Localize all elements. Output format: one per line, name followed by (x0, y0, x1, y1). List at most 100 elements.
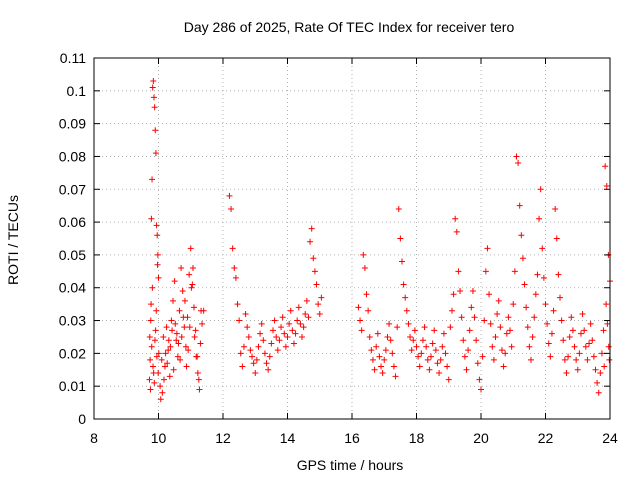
data-point (190, 304, 197, 311)
data-point (507, 327, 514, 334)
data-point (191, 333, 198, 340)
data-point (605, 343, 612, 350)
data-point (452, 215, 459, 222)
data-point (576, 350, 583, 357)
data-point (178, 265, 185, 272)
data-point (149, 284, 156, 291)
data-point (545, 340, 552, 347)
data-point (281, 330, 288, 337)
data-point (239, 363, 246, 370)
data-point (266, 353, 273, 360)
data-point (407, 333, 414, 340)
data-point (181, 324, 188, 331)
data-point (181, 297, 188, 304)
data-point (400, 281, 407, 288)
data-point (260, 337, 267, 344)
data-point (149, 176, 156, 183)
data-point (540, 274, 547, 281)
data-point (534, 271, 541, 278)
data-point (555, 271, 562, 278)
data-point (276, 337, 283, 344)
data-point (286, 320, 293, 327)
data-point (429, 340, 436, 347)
data-point (154, 232, 161, 239)
y-tick-label: 0.04 (59, 280, 86, 296)
data-point (279, 314, 286, 321)
data-point (413, 343, 420, 350)
data-point (360, 251, 367, 258)
data-point (146, 376, 153, 383)
data-point (442, 350, 449, 357)
data-point (498, 347, 505, 354)
data-point (492, 333, 499, 340)
data-point (226, 192, 233, 199)
data-point (173, 330, 180, 337)
data-point (188, 284, 195, 291)
data-point (500, 363, 507, 370)
data-point (502, 350, 509, 357)
chart-title: Day 286 of 2025, Rate Of TEC Index for r… (184, 19, 515, 35)
y-tick-label: 0.01 (59, 378, 86, 394)
data-point (440, 330, 447, 337)
data-point (374, 330, 381, 337)
data-point (172, 320, 179, 327)
x-tick-label: 14 (280, 430, 296, 446)
data-point (601, 363, 608, 370)
data-point (300, 324, 307, 331)
data-point (458, 314, 465, 321)
data-point (152, 127, 159, 134)
data-point (193, 353, 200, 360)
data-point (547, 353, 554, 360)
data-point (186, 271, 193, 278)
x-tick-label: 22 (538, 430, 554, 446)
data-point (163, 324, 170, 331)
data-point (299, 333, 306, 340)
data-point (508, 343, 515, 350)
data-point (297, 320, 304, 327)
data-point (255, 343, 262, 350)
data-point (258, 320, 265, 327)
data-point (175, 340, 182, 347)
data-point (416, 363, 423, 370)
data-point (408, 347, 415, 354)
data-point (482, 268, 489, 275)
data-point (594, 379, 601, 386)
data-point (263, 360, 270, 367)
data-point (273, 333, 280, 340)
data-point (164, 360, 171, 367)
data-point (424, 356, 431, 363)
data-point (524, 324, 531, 331)
data-point (444, 363, 451, 370)
data-point (194, 370, 201, 377)
data-point (421, 324, 428, 331)
data-point (521, 281, 528, 288)
data-point (249, 353, 256, 360)
data-point (557, 294, 564, 301)
data-point (532, 291, 539, 298)
data-point (269, 327, 276, 334)
data-point (595, 389, 602, 396)
data-point (460, 337, 467, 344)
data-point (355, 304, 362, 311)
data-point (445, 376, 452, 383)
data-point (571, 343, 578, 350)
data-point (604, 320, 611, 327)
data-point (150, 363, 157, 370)
data-point (437, 356, 444, 363)
data-point (366, 333, 373, 340)
data-point (180, 314, 187, 321)
data-point (168, 317, 175, 324)
data-point (151, 379, 158, 386)
data-point (527, 356, 534, 363)
data-point (160, 333, 167, 340)
data-point (197, 340, 204, 347)
data-point (302, 310, 309, 317)
data-point (177, 356, 184, 363)
data-point (519, 255, 526, 262)
data-point (261, 350, 268, 357)
data-point (544, 320, 551, 327)
data-point (274, 347, 281, 354)
x-axis-label: GPS time / hours (297, 457, 404, 473)
data-point (497, 324, 504, 331)
y-axis-label: ROTI / TECUs (5, 195, 21, 285)
